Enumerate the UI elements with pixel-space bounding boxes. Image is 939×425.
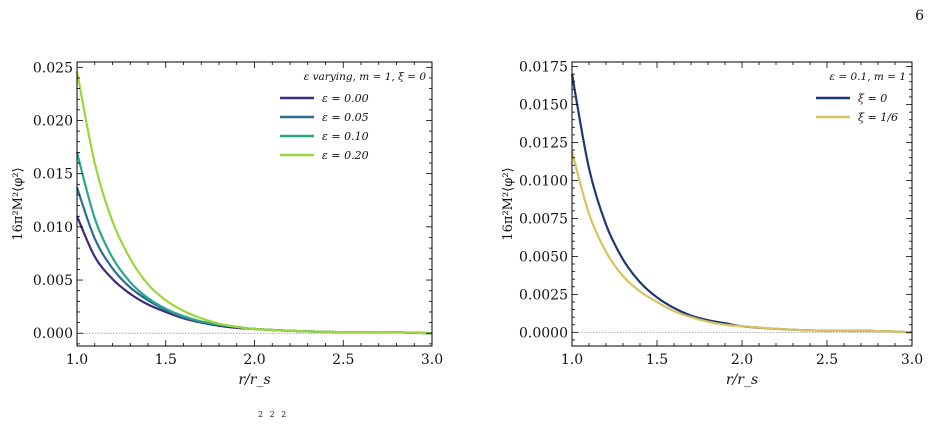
y-tick-label: 0.0000 <box>519 325 568 341</box>
y-tick-label: 0.000 <box>33 326 73 342</box>
series-line-3 <box>75 152 433 335</box>
x-tick-label: 3.0 <box>421 352 443 368</box>
legend-item-label: ξ = 0 <box>858 92 887 105</box>
legend-title: ε = 0.1, m = 1 <box>829 71 906 83</box>
y-tick-label: 0.0175 <box>519 60 568 76</box>
legend-item-label: ε = 0.00 <box>322 92 369 105</box>
x-axis-label: r/r_s <box>238 372 270 388</box>
y-tick-label: 0.0150 <box>519 98 568 114</box>
x-tick-label: 3.0 <box>901 352 923 368</box>
x-tick-label: 2.5 <box>332 352 354 368</box>
series-line-4 <box>75 71 433 335</box>
y-axis-label: 16π²M²⟨φ²⟩ <box>501 167 516 240</box>
y-tick-label: 0.0050 <box>519 249 568 265</box>
y-tick-label: 0.010 <box>33 220 73 236</box>
legend-item-label: ε = 0.10 <box>322 130 369 143</box>
x-axis-label: r/r_s <box>726 372 758 388</box>
chart-panel-1: 1.0 1.5 2.0 2.5 3.0 0.000 0.005 0.010 0.015 0.020… <box>11 60 443 388</box>
y-tick-label: 0.005 <box>33 273 73 289</box>
y-tick-label: 0.0125 <box>519 135 568 151</box>
legend-item-label: ε = 0.05 <box>322 111 369 124</box>
series-line-2 <box>570 151 913 334</box>
y-tick-label: 0.015 <box>33 167 73 183</box>
y-tick-label: 0.0025 <box>519 287 568 303</box>
x-tick-label: 2.0 <box>243 352 265 368</box>
y-tick-label: 0.025 <box>33 60 73 76</box>
y-tick-label: 0.020 <box>33 114 73 130</box>
y-tick-label: 0.0075 <box>519 211 568 227</box>
x-tick-label: 1.0 <box>561 352 583 368</box>
y-axis-label: 16π²M²⟨φ²⟩ <box>11 167 26 240</box>
legend-title: ε varying, m = 1, ξ = 0 <box>304 71 427 83</box>
caption-fragment: 2 2 2 <box>258 410 289 419</box>
legend: ε varying, m = 1, ξ = 0 ε = 0.00 ε = 0.05 ε… <box>280 71 426 162</box>
x-tick-label: 2.5 <box>816 352 838 368</box>
x-tick-label: 1.5 <box>155 352 177 368</box>
y-tick-label: 0.0100 <box>519 173 568 189</box>
x-tick-label: 1.0 <box>66 352 88 368</box>
legend: ε = 0.1, m = 1 ξ = 0 ξ = 1/6 <box>816 71 906 124</box>
series-line-1 <box>75 215 433 335</box>
legend-item-label: ε = 0.20 <box>322 149 369 162</box>
plot-frame <box>76 61 433 347</box>
chart-panel-2: 1.0 1.5 2.0 2.5 3.0 0.0000 0.0025 0.0050 0.0075 0… <box>501 60 923 388</box>
page-number: 6 <box>915 8 924 24</box>
x-tick-label: 1.5 <box>646 352 668 368</box>
x-tick-label: 2.0 <box>731 352 753 368</box>
legend-item-label: ξ = 1/6 <box>858 111 898 124</box>
